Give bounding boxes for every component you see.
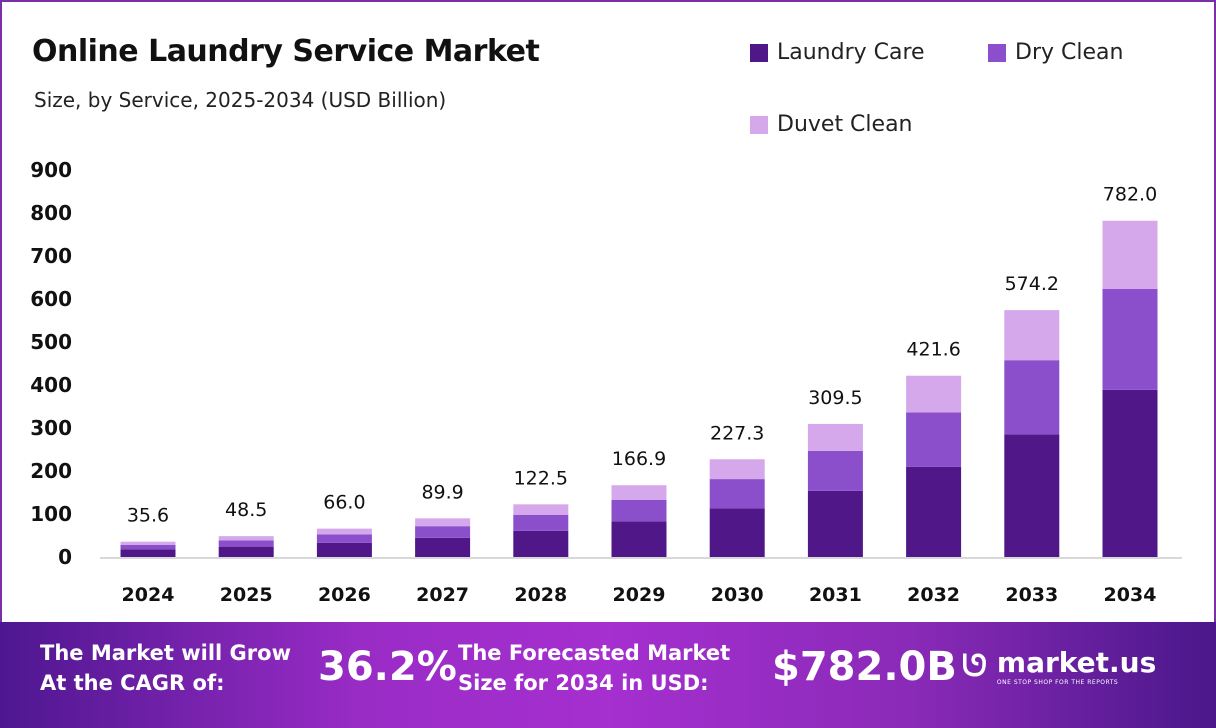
bar-laundry-care-2025 [218,546,274,557]
x-tick-label: 2026 [318,584,371,606]
footer-banner: The Market will Grow At the CAGR of: 36.… [0,622,1216,728]
x-tick-label: 2029 [613,584,666,606]
y-tick-label: 600 [30,287,72,311]
bar-laundry-care-2032 [906,466,962,557]
legend-duvet-clean: Duvet Clean [750,112,913,137]
data-label: 122.5 [514,467,568,489]
x-tick-label: 2025 [220,584,273,606]
bar-dry-clean-2029 [611,499,667,522]
data-label: 166.9 [612,448,666,470]
logo-icon: ᘎ [962,648,987,684]
y-tick-label: 100 [30,502,72,526]
x-tick-label: 2028 [514,584,567,606]
bar-duvet-clean-2028 [513,504,569,515]
x-tick-label: 2030 [711,584,764,606]
logo-name: market.us [996,646,1157,679]
bar-laundry-care-2027 [415,537,471,557]
bar-laundry-care-2031 [807,490,863,557]
y-tick-label: 800 [30,201,72,225]
data-label: 89.9 [421,481,463,503]
logo-tagline: ONE STOP SHOP FOR THE REPORTS [996,679,1119,686]
chart-subtitle: Size, by Service, 2025-2034 (USD Billion… [34,88,447,112]
bar-duvet-clean-2034 [1102,220,1158,289]
y-tick-label: 0 [58,545,72,569]
forecast-label: The Forecasted Market Size for 2034 in U… [458,638,730,698]
y-tick-label: 700 [30,244,72,268]
data-label: 227.3 [710,422,764,444]
legend-swatch [750,115,768,134]
x-tick-label: 2024 [122,584,175,606]
bar-duvet-clean-2031 [807,423,863,451]
data-label: 782.0 [1103,184,1157,206]
bar-chart: 0 100 200 300 400 500 600 700 800 900 35.6 2024 48.5… [30,158,1182,606]
bar-dry-clean-2030 [709,479,765,509]
legend-swatch [988,43,1006,62]
bar-duvet-clean-2024 [120,541,176,545]
bar-duvet-clean-2032 [906,375,962,413]
bar-dry-clean-2034 [1102,288,1158,390]
x-tick-label: 2032 [907,584,960,606]
legend-dry-clean: Dry Clean [988,40,1123,65]
bar-duvet-clean-2033 [1004,310,1060,361]
x-tick-label: 2027 [416,584,469,606]
bar-dry-clean-2032 [906,412,962,467]
cagr-label: The Market will Grow At the CAGR of: [40,638,291,698]
bar-dry-clean-2033 [1004,360,1060,435]
y-tick-label: 500 [30,330,72,354]
cagr-value: 36.2% [318,644,457,690]
forecast-label-line2: Size for 2034 in USD: [458,671,709,695]
legend-label: Duvet Clean [777,112,913,137]
cagr-label-line2: At the CAGR of: [40,671,225,695]
bar-laundry-care-2029 [611,521,667,557]
bar-dry-clean-2027 [415,526,471,538]
chart-title: Online Laundry Service Market [32,34,540,69]
forecast-label-line1: The Forecasted Market [458,641,731,665]
bar-dry-clean-2024 [120,544,176,550]
data-label: 35.6 [127,505,169,527]
legend-label: Laundry Care [777,40,925,65]
bar-dry-clean-2031 [807,450,863,491]
bar-duvet-clean-2026 [316,528,372,535]
bar-laundry-care-2030 [709,508,765,557]
data-label: 48.5 [225,499,267,521]
x-tick-label: 2031 [809,584,862,606]
legend-label: Dry Clean [1015,40,1124,65]
y-tick-label: 900 [30,158,72,182]
bar-duvet-clean-2027 [415,518,471,527]
y-tick-label: 200 [30,459,72,483]
bar-laundry-care-2024 [120,549,176,557]
bar-duvet-clean-2029 [611,485,667,500]
bar-laundry-care-2034 [1102,389,1158,557]
x-tick-label: 2034 [1104,584,1157,606]
bar-dry-clean-2025 [218,540,274,547]
legend-swatch [750,43,768,62]
bar-laundry-care-2026 [316,542,372,557]
data-label: 574.2 [1005,273,1059,295]
data-label: 421.6 [906,339,960,361]
y-tick-label: 400 [30,373,72,397]
bar-laundry-care-2028 [513,530,569,557]
data-label: 309.5 [808,387,862,409]
cagr-label-line1: The Market will Grow [40,641,291,665]
bar-laundry-care-2033 [1004,434,1060,557]
bar-dry-clean-2028 [513,514,569,531]
bar-duvet-clean-2025 [218,536,274,541]
market-us-logo: ᘎ market.us ONE STOP SHOP FOR THE REPORT… [962,646,1156,686]
x-tick-label: 2033 [1005,584,1058,606]
bar-duvet-clean-2030 [709,459,765,480]
bar-dry-clean-2026 [316,534,372,543]
legend-laundry-care: Laundry Care [750,40,925,65]
data-label: 66.0 [323,492,365,514]
forecast-value: $782.0B [772,644,957,690]
y-tick-label: 300 [30,416,72,440]
